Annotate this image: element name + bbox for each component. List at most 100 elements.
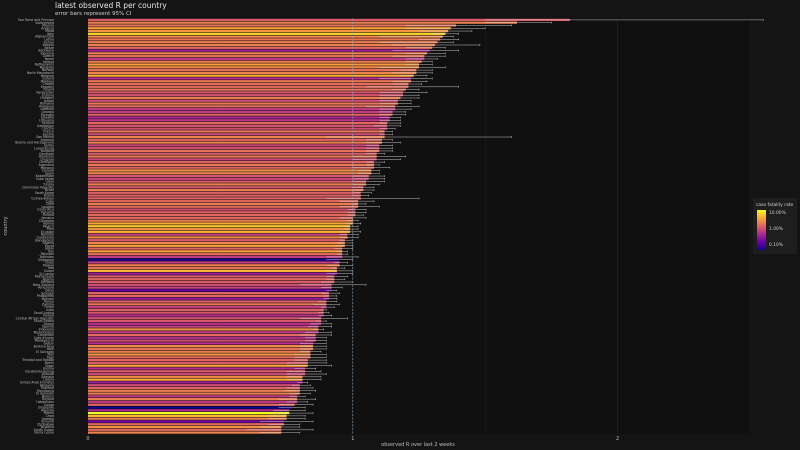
bar [88,213,356,217]
bar [88,364,308,367]
bar [88,135,385,139]
country-label: Guinea [43,367,54,371]
country-label: Kyrgyzstan [37,90,54,94]
country-label: Madagascar [35,339,55,343]
bar [88,194,361,197]
country-label: Iran [48,249,54,253]
country-label: Botswana [38,49,54,53]
bar [88,35,443,38]
bar [88,63,419,66]
country-label: Eswatini [41,85,54,89]
country-label: Pakistan [41,252,54,256]
country-label: Spain [45,171,54,175]
country-label: Lesotho [41,205,54,209]
country-label: Kosovo [43,43,54,47]
country-label: Congo [44,403,54,407]
country-label: Portugal [41,113,54,117]
country-label: Norway [42,68,54,72]
country-label: Poland [43,88,54,92]
country-label: El Salvador [36,350,55,354]
country-label: Singapore [38,406,54,410]
country-label: Sierra Leone [34,431,54,435]
bar [88,94,404,97]
bar [88,384,300,387]
bar [88,41,438,44]
bar [88,395,298,398]
bar [88,411,290,415]
bar [88,21,517,24]
country-label: Georgia [42,110,55,114]
bar [88,350,311,353]
bar [88,278,335,281]
bar [88,116,390,119]
country-label: Equatorial Guinea [25,369,54,373]
bar [88,149,380,153]
country-label: Indonesia [39,328,54,332]
country-label: El Salvador [36,392,55,396]
country-label: Paraguay [39,104,54,108]
bar [88,420,284,423]
bar [88,244,345,247]
country-label: India [46,308,54,312]
country-label: Cabo Verde [36,177,54,181]
bar [88,77,412,80]
bar [88,303,327,306]
country-label: Cameroon [38,333,54,337]
country-label: San Marino [36,135,54,139]
country-label: Tunisia [42,183,54,187]
bar [88,272,337,275]
bar [88,375,303,378]
chart-subtitle: error bars represent 95% CI [55,11,132,17]
country-label: Kazakhstan [36,174,54,178]
country-label: Hungary [40,96,54,100]
country-label: Central African Republic [16,316,55,320]
bar [88,38,441,41]
country-label: Ethiopia [41,280,54,284]
bar [88,367,306,370]
bar [88,96,401,100]
bar [88,124,388,127]
country-label: Guatemala [36,236,54,240]
country-label: Yemen [43,411,54,415]
country-label: Senegal [41,291,54,295]
bar [88,319,322,323]
bar [88,322,322,325]
country-label: Gambia [42,417,54,421]
country-label: Belgium [41,74,54,78]
bar [88,49,430,52]
bar [88,361,308,365]
bar [88,241,345,245]
country-label: Czechia [42,127,55,131]
bar [88,264,340,267]
country-label: Bosnia and Herzegovina [15,141,54,145]
country-label: Bangladesh [35,238,54,242]
country-label: Lithuania [39,118,54,122]
bars-group [88,18,570,434]
country-label: Montenegro [35,275,54,279]
bar [88,177,369,180]
country-label: Brazil [45,188,54,192]
country-label: Ireland [43,60,54,64]
country-label: Thailand [39,386,54,390]
country-label: Jordan [43,99,54,103]
legend-tick-high: 10.00% [769,210,786,216]
bar [88,110,393,114]
bar [88,102,398,105]
country-label: Uganda [42,325,54,329]
country-label: Mexico [43,224,54,228]
bar [88,121,388,125]
country-label: Burundi [42,420,55,424]
country-label: Rwanda [41,408,54,412]
legend-tick-low: 0.10% [769,242,783,248]
country-label: Ecuador [41,230,55,234]
country-label: United Arab Emirates [20,381,54,385]
country-label: Croatia [43,82,55,86]
country-label: Bulgaria [41,149,54,153]
bar [88,163,374,167]
bar [88,275,335,278]
country-label: Kuwait [43,314,54,318]
bar [88,225,351,228]
bar [88,55,425,58]
country-labels: Sao Tome and PrincipeSwitzerlandAlbaniaA… [15,18,54,435]
bar [88,333,316,337]
